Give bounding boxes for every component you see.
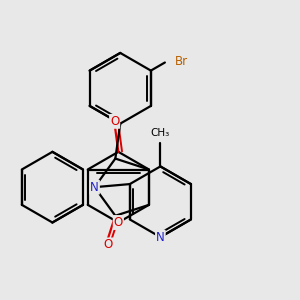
Text: O: O [114,216,123,229]
Text: CH₃: CH₃ [151,128,170,138]
Text: O: O [110,115,119,128]
Text: N: N [90,181,99,194]
Text: O: O [104,238,113,251]
Text: N: N [156,231,165,244]
Text: Br: Br [175,55,188,68]
